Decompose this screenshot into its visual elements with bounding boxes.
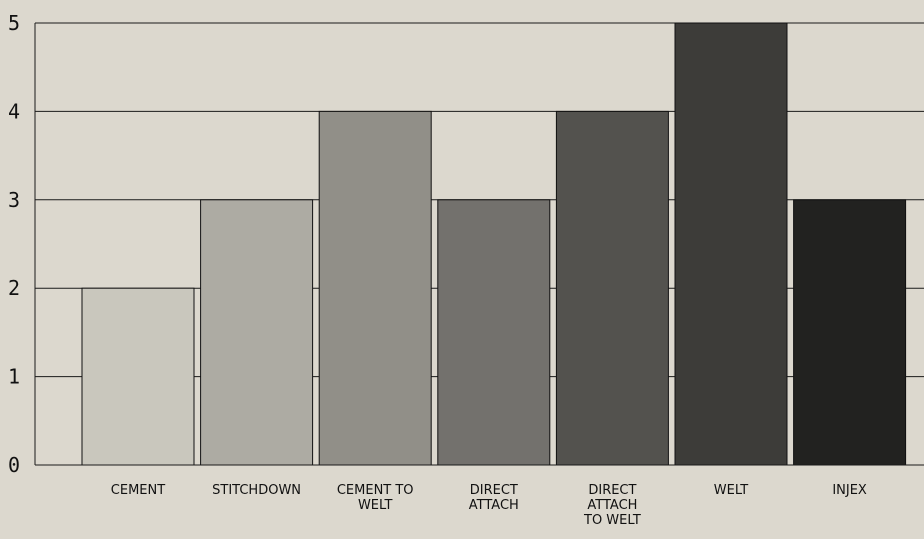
y-tick-label: 3 [8, 188, 20, 212]
bar-injex [793, 199, 907, 466]
x-tick-label-line: ATTACH [469, 498, 519, 513]
x-tick-label: INJEX [832, 483, 867, 498]
x-tick-label-line: DIRECT [470, 483, 518, 498]
x-tick-label: CEMENT [111, 483, 165, 498]
x-tick-label-line: WELT [714, 483, 749, 498]
x-tick-label-line: CEMENT TO [337, 483, 414, 498]
bar-cement-to-welt [318, 110, 432, 466]
x-tick-label: DIRECT ATTACH TO WELT [583, 483, 641, 528]
x-tick-label-line: WELT [358, 498, 393, 513]
bars [81, 22, 907, 466]
x-tick-label: DIRECT ATTACH [469, 483, 519, 513]
x-tick-label: WELT [714, 483, 749, 498]
x-tick-label-line: STITCHDOWN [212, 483, 301, 498]
y-tick-label: 1 [8, 365, 20, 389]
bar-stitchdown [200, 199, 314, 466]
y-tick-label: 0 [8, 453, 20, 477]
bar-cement [81, 287, 195, 466]
y-tick-labels: 0 1 2 3 4 5 [8, 11, 20, 477]
x-tick-label-line: ATTACH [587, 498, 637, 513]
x-tick-label-line: TO WELT [583, 513, 641, 528]
x-tick-label: STITCHDOWN [212, 483, 301, 498]
bar-welt [674, 22, 788, 466]
x-tick-label-line: CEMENT [111, 483, 165, 498]
x-tick-label-line: INJEX [832, 483, 867, 498]
y-tick-label: 5 [8, 11, 20, 35]
bar-direct-attach-to-welt [555, 110, 669, 466]
y-tick-label: 4 [8, 99, 20, 123]
x-tick-label-line: DIRECT [588, 483, 636, 498]
x-tick-label: CEMENT TO WELT [337, 483, 414, 513]
y-tick-label: 2 [8, 276, 20, 300]
axes [34, 23, 924, 466]
bar-direct-attach [437, 199, 551, 466]
